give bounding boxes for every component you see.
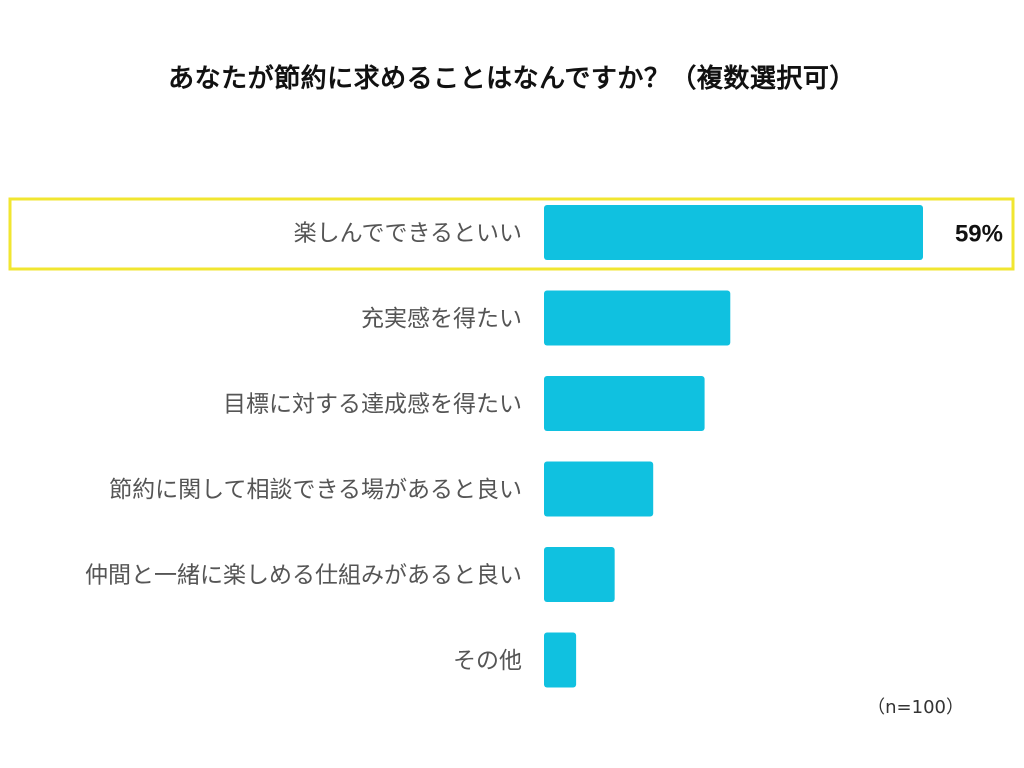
- bar: [544, 461, 654, 517]
- category-label: 充実感を得たい: [361, 306, 522, 332]
- bar: [544, 632, 577, 688]
- bar: [544, 376, 705, 431]
- category-label: 目標に対する達成感を得たい: [223, 392, 522, 418]
- highlight-frame: [8, 197, 1015, 271]
- category-label: 節約に関して相談できる場があると良い: [109, 477, 522, 503]
- bar: [544, 290, 731, 346]
- category-label: 楽しんでできるといい: [294, 221, 522, 247]
- sample-size-note: （n=100）: [867, 697, 964, 718]
- chart-title: あなたが節約に求めることはなんですか？（複数選択可）: [168, 64, 856, 94]
- category-label: その他: [453, 648, 522, 674]
- data-label: 59%: [955, 221, 1003, 248]
- bar: [544, 547, 615, 602]
- bar: [544, 205, 923, 260]
- category-label: 仲間と一緒に楽しめる仕組みがあると良い: [85, 563, 522, 589]
